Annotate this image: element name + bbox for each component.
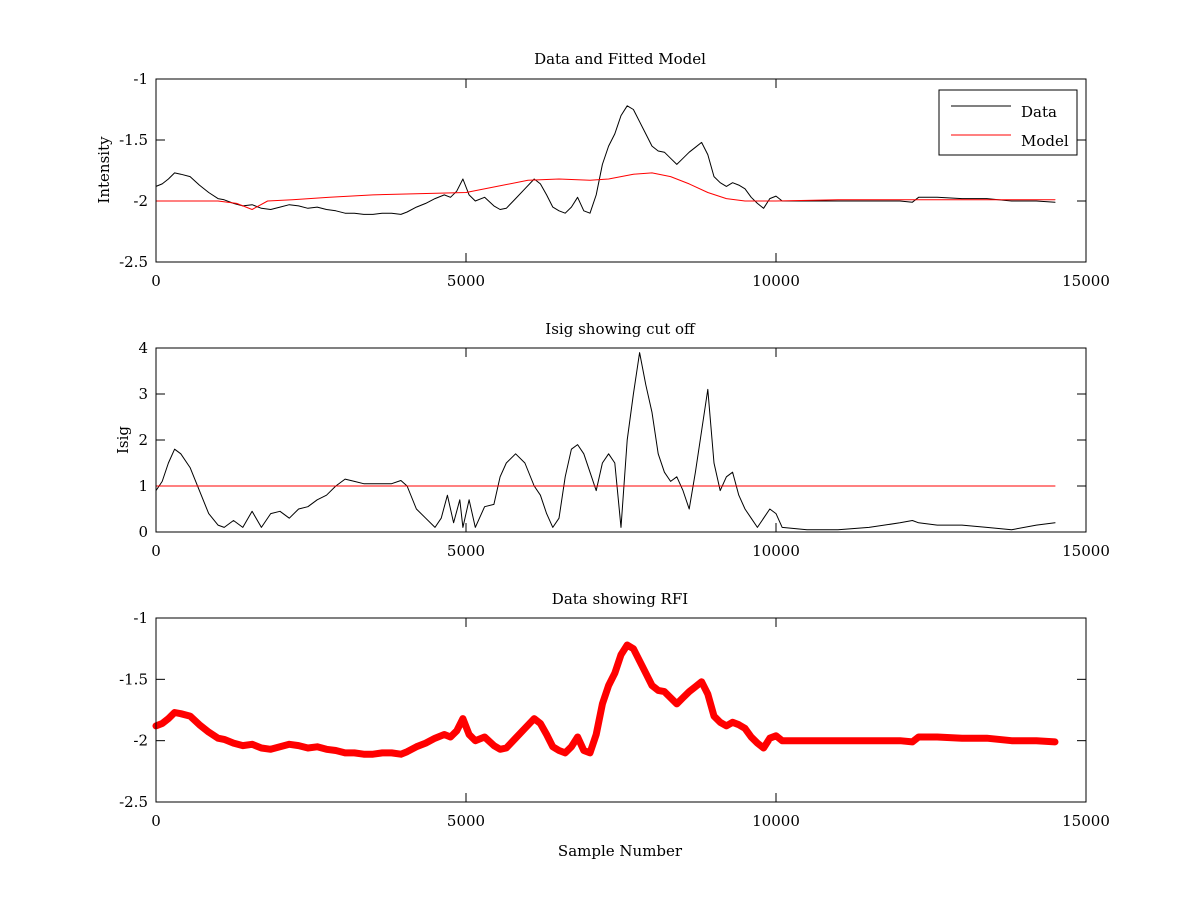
subplot-data-showing-rfi: Data showing RFI Sample Number 0 5000 1000…	[119, 590, 1110, 860]
x-tick-label: 15000	[1062, 272, 1110, 290]
x-axis-label: Sample Number	[558, 842, 683, 860]
series-line-1	[152, 641, 1059, 758]
y-tick-label: 3	[138, 385, 148, 403]
x-tick-label: 0	[151, 272, 161, 290]
y-tick-label: 1	[138, 477, 148, 495]
x-tick-label: 10000	[752, 542, 800, 560]
y-axis-label: Intensity	[95, 136, 113, 204]
x-tick-label: 5000	[447, 272, 485, 290]
x-tick-label: 0	[151, 812, 161, 830]
series-line-data	[155, 105, 1056, 215]
subplot-isig-showing-cut-off: Isig showing cut off Isig 0 5000 10000 1500…	[114, 320, 1110, 560]
subplot-title: Isig showing cut off	[545, 320, 696, 338]
y-tick-label: 2	[138, 431, 148, 449]
subplot-title: Data showing RFI	[552, 590, 688, 608]
series-line-1	[155, 352, 1056, 531]
axes-frame	[155, 617, 1087, 803]
x-tick-label: 15000	[1062, 812, 1110, 830]
x-tick-label: 10000	[752, 812, 800, 830]
axes-frame	[155, 347, 1087, 533]
x-tick-label: 5000	[447, 542, 485, 560]
legend: Data Model	[938, 89, 1078, 156]
x-tick-label: 0	[151, 542, 161, 560]
x-tick-label: 5000	[447, 812, 485, 830]
axis-ticks: 0 5000 10000 15000 -2.5 -2 -1.5 -1	[119, 609, 1110, 830]
plot-area	[155, 105, 1056, 215]
subplot-data-and-fitted-model: Data and Fitted Model Intensity 0 5000 100…	[95, 50, 1110, 290]
y-tick-label: -1	[133, 70, 148, 88]
y-tick-label: -2	[133, 192, 148, 210]
series-line-model	[155, 172, 1056, 210]
y-tick-label: -1	[133, 609, 148, 627]
y-tick-label: 0	[138, 523, 148, 541]
y-tick-label: 4	[138, 339, 148, 357]
subplot-title: Data and Fitted Model	[534, 50, 706, 68]
x-tick-label: 10000	[752, 272, 800, 290]
legend-data-label: Data	[1021, 103, 1057, 121]
y-tick-label: -1.5	[119, 670, 148, 688]
legend-box	[938, 89, 1078, 156]
y-axis-label: Isig	[114, 426, 132, 454]
axis-ticks: 0 5000 10000 15000 -2.5 -2 -1.5 -1	[119, 70, 1110, 290]
plot-area	[152, 641, 1059, 758]
y-tick-label: -2	[133, 732, 148, 750]
plot-area	[155, 352, 1056, 531]
y-tick-label: -1.5	[119, 131, 148, 149]
legend-model-label: Model	[1021, 132, 1069, 150]
axes-frame	[155, 78, 1087, 263]
y-tick-label: -2.5	[119, 793, 148, 811]
y-tick-label: -2.5	[119, 253, 148, 271]
x-tick-label: 15000	[1062, 542, 1110, 560]
